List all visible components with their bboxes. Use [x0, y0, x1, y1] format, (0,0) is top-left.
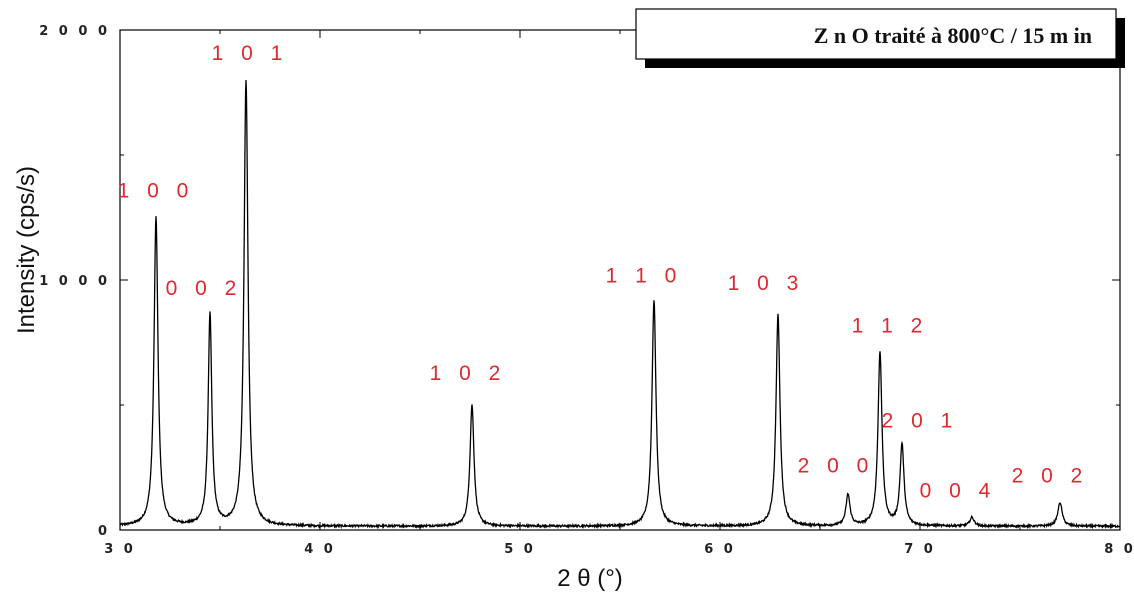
diffraction-trace: [119, 79, 1121, 530]
x-axis-title: 2 θ (°): [557, 565, 623, 592]
peak-label-004: 0 0 4: [920, 480, 997, 503]
x-tick-label: 3 0: [104, 542, 136, 557]
peak-label-002: 0 0 2: [166, 277, 243, 300]
peak-label-100: 1 0 0: [118, 180, 195, 203]
peak-label-200: 2 0 0: [798, 455, 875, 478]
peak-label-103: 1 0 3: [728, 272, 805, 295]
peak-label-101: 1 0 1: [212, 42, 289, 65]
peak-labels: 1 0 0 0 0 2 1 0 1 1 0 2 1 1 0 1 0 3 2 0 0 1 1 2…: [118, 42, 1089, 503]
x-tick-label: 4 0: [304, 542, 336, 557]
y-tick-label: 0: [98, 524, 110, 539]
peak-label-202: 2 0 2: [1012, 465, 1089, 488]
peak-label-110: 1 1 0: [606, 265, 683, 288]
y-tick-label: 2 0 0 0: [39, 24, 110, 39]
x-tick-label: 5 0: [504, 542, 536, 557]
legend-box: Z n O traité à 800°C / 15 m in: [635, 8, 1125, 68]
x-tick-label: 7 0: [904, 542, 936, 557]
x-tick-label: 8 0: [1104, 542, 1134, 557]
ticks: 3 0 4 0 5 0 6 0 7 0 8 0 0 1 0 0 0 2 0 0 0: [39, 24, 1134, 557]
y-tick-label: 1 0 0 0: [39, 274, 110, 289]
x-tick-label: 6 0: [704, 542, 736, 557]
y-axis-title: Intensity (cps/s): [13, 166, 40, 334]
legend-text: Z n O traité à 800°C / 15 m in: [814, 23, 1092, 48]
peak-label-112: 1 1 2: [852, 315, 929, 338]
peak-label-201: 2 0 1: [882, 410, 959, 433]
peak-label-102: 1 0 2: [430, 362, 507, 385]
